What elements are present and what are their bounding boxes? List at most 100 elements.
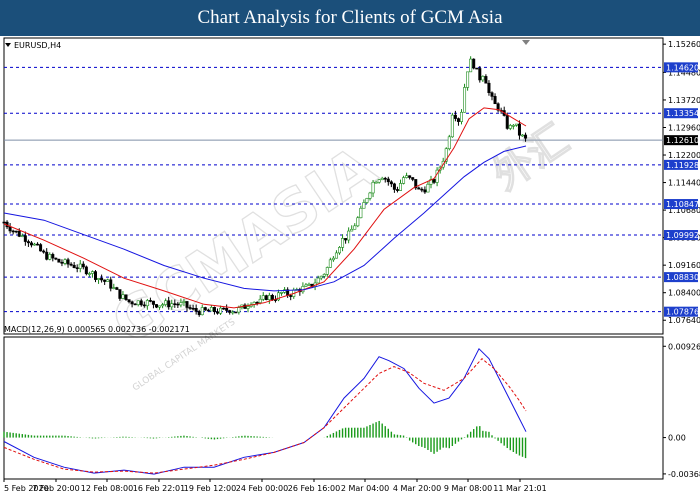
- x-tick-label: 5 Feb 2020: [4, 484, 49, 493]
- candle-body: [408, 175, 412, 178]
- candle-body: [151, 300, 155, 305]
- candle-body: [20, 235, 24, 237]
- candle-body: [133, 303, 137, 306]
- candle-body: [97, 278, 101, 280]
- y-tick-label: 1.08400: [668, 289, 700, 298]
- candle-body: [69, 263, 73, 266]
- candle-body: [216, 311, 220, 314]
- macd-pane: 0.00926 0.00 -0.003684: [3, 336, 700, 480]
- candle-body: [264, 295, 268, 300]
- macd-y-tick-label: 0.00926: [668, 342, 700, 351]
- candle-body: [316, 277, 320, 284]
- level-label: 1.14620: [666, 63, 699, 72]
- candle-body: [209, 307, 213, 312]
- candle-body: [11, 230, 15, 233]
- candle-body: [130, 301, 134, 305]
- macd-pane-frame: [3, 336, 664, 480]
- level-label-box: [664, 306, 698, 317]
- candle-body: [475, 67, 479, 70]
- candle-body: [466, 71, 470, 88]
- candle-body: [429, 179, 433, 185]
- candle-body: [42, 250, 46, 253]
- macd-y-tick-label: 0.00: [668, 434, 686, 443]
- candle-body: [496, 103, 500, 111]
- candle-body: [444, 148, 448, 162]
- candle-body: [508, 125, 512, 129]
- candle-body: [170, 303, 174, 308]
- candle-body: [289, 295, 293, 297]
- level-label: 1.07876: [666, 308, 699, 317]
- candle-body: [29, 242, 33, 246]
- candle-body: [270, 294, 274, 300]
- candle-body: [84, 266, 88, 275]
- candle-body: [54, 257, 58, 260]
- candle-body: [398, 183, 402, 191]
- candle-body: [155, 304, 159, 308]
- candle-body: [472, 58, 476, 69]
- level-label-box: [664, 230, 698, 241]
- candle-body: [490, 92, 494, 97]
- candle-body: [2, 221, 6, 224]
- candle-body: [106, 279, 110, 282]
- symbol-label: EURUSD,H4: [14, 41, 61, 50]
- candle-body: [432, 179, 436, 183]
- candle-body: [524, 134, 528, 139]
- candle-body: [353, 225, 357, 230]
- macd-y-tick-label: -0.003684: [668, 470, 700, 479]
- candle-body: [26, 241, 30, 244]
- candle-body: [322, 273, 326, 277]
- candle-body: [60, 261, 64, 264]
- candle-body: [402, 177, 406, 184]
- candle-body: [426, 183, 430, 193]
- symbol-dropdown-icon[interactable]: [5, 43, 11, 47]
- candle-body: [280, 292, 284, 294]
- candle-body: [90, 271, 94, 274]
- candle-body: [23, 235, 27, 242]
- watermark-main: GCMASIA: [100, 133, 388, 358]
- candle-body: [127, 299, 131, 303]
- candle-body: [103, 279, 107, 282]
- x-tick-label: 9 Mar 08:00: [444, 484, 492, 493]
- candle-body: [145, 300, 149, 307]
- candle-body: [267, 294, 271, 300]
- candle-body: [231, 311, 235, 314]
- candle-body: [17, 230, 21, 237]
- candle-body: [493, 96, 497, 105]
- candle-body: [405, 175, 409, 178]
- y-tick-label: 1.09160: [668, 261, 700, 270]
- candle-body: [87, 273, 91, 275]
- candle-body: [481, 76, 485, 81]
- candle-body: [447, 136, 451, 150]
- candle-body: [161, 304, 165, 307]
- y-tick-label: 1.10680: [668, 206, 700, 215]
- candle-body: [484, 76, 488, 84]
- candle-body: [304, 284, 308, 287]
- candle-body: [14, 230, 18, 233]
- candle-body: [469, 58, 473, 73]
- candle-body: [234, 311, 238, 314]
- level-label-box: [664, 272, 698, 283]
- candle-body: [75, 267, 79, 269]
- candle-body: [48, 254, 52, 260]
- candle-body: [463, 87, 467, 113]
- candle-body: [176, 303, 180, 306]
- candle-body: [51, 254, 55, 259]
- moving-average-blue: [3, 145, 527, 292]
- candle-body: [261, 295, 265, 300]
- watermark: GCMASIA GLOBAL CAPITAL MARKETS 外汇: [99, 116, 577, 394]
- candle-body: [63, 259, 67, 264]
- candle-body: [331, 257, 335, 261]
- candle-body: [341, 238, 345, 248]
- candle-body: [200, 307, 204, 316]
- candle-body: [459, 111, 463, 122]
- y-tick-label: 1.12200: [668, 151, 700, 160]
- watermark-right: 外汇: [485, 116, 577, 199]
- candle-body: [225, 308, 229, 311]
- chart-canvas: GCMASIA GLOBAL CAPITAL MARKETS 外汇 1.1526…: [2, 37, 700, 493]
- candle-body: [203, 307, 207, 311]
- candle-body: [347, 230, 351, 241]
- candle-body: [392, 183, 396, 190]
- level-label: 1.11928: [666, 161, 699, 170]
- level-label-box: [664, 108, 698, 119]
